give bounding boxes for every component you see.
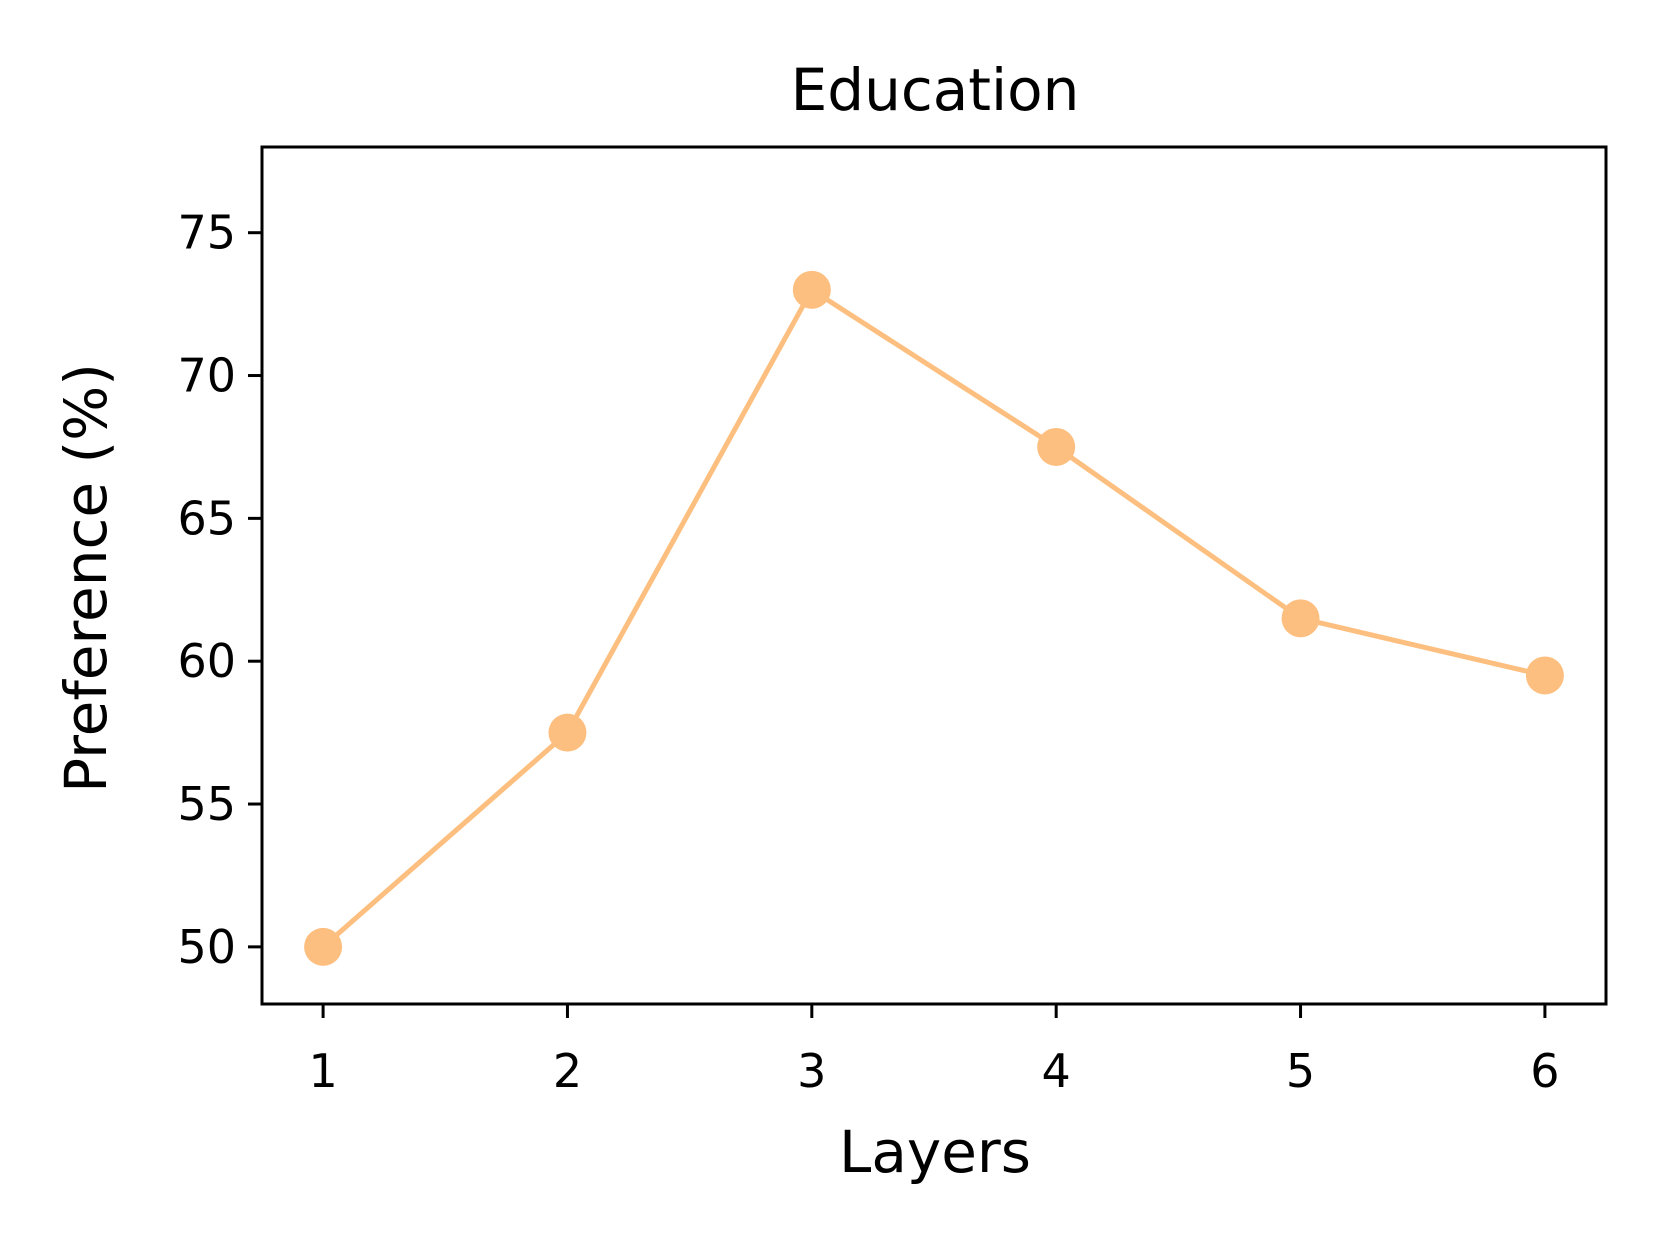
y-tick-label: 75	[177, 206, 236, 260]
x-tick-label: 2	[553, 1044, 582, 1098]
x-tick-label: 1	[308, 1044, 337, 1098]
data-point	[1281, 599, 1320, 638]
y-tick-label: 65	[177, 491, 236, 545]
data-point	[792, 270, 831, 309]
x-tick-label: 4	[1042, 1044, 1071, 1098]
data-point	[1525, 656, 1564, 695]
y-axis-ticks: 50 55 60 65 70 75	[177, 206, 262, 974]
y-tick-label: 50	[177, 920, 236, 974]
x-tick-label: 6	[1530, 1044, 1559, 1098]
x-tick-label: 5	[1286, 1044, 1315, 1098]
y-tick-label: 55	[177, 777, 236, 831]
chart-title: Education	[791, 56, 1080, 124]
y-tick-label: 60	[177, 634, 236, 688]
data-point	[304, 927, 343, 966]
x-tick-label: 3	[797, 1044, 826, 1098]
axes-frame	[260, 145, 1608, 1006]
x-axis-label: Layers	[839, 1118, 1031, 1186]
plot-area	[304, 270, 1564, 966]
x-axis-ticks: 1 2 3 4 5 6	[308, 1004, 1560, 1098]
y-axis-label: Preference (%)	[52, 363, 120, 793]
data-point	[548, 713, 587, 752]
y-tick-label: 70	[177, 349, 236, 403]
data-point	[1037, 427, 1076, 466]
series-line	[321, 287, 1546, 949]
